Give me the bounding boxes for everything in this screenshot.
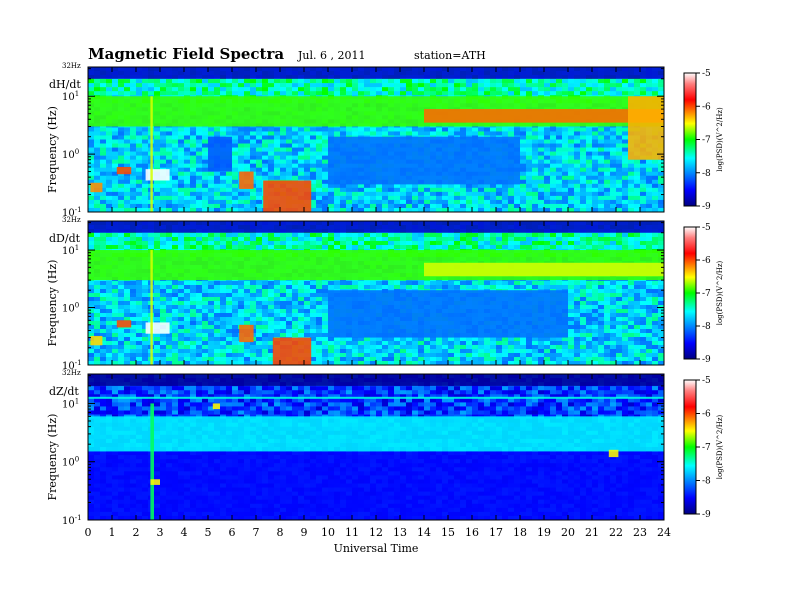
colorbar-tick-label: -8 [702,322,711,332]
top-frequency-label: 32Hz [62,369,81,377]
spectral-feature [328,290,568,338]
y-tick-label: 10-1 [62,514,82,527]
spectral-feature [424,262,664,277]
spectral-feature [239,171,254,189]
x-tick-label: 8 [277,526,284,539]
x-tick-label: 18 [513,526,527,539]
spectral-feature [88,67,664,79]
spectral-feature [145,169,170,181]
spectral-feature [88,396,664,399]
x-tick-label: 10 [321,526,335,539]
colorbar-tick-label: -7 [702,289,711,299]
y-tick-label: 101 [62,244,79,257]
x-tick-label: 1 [109,526,116,539]
x-tick-label: 7 [253,526,260,539]
y-axis-label: Frequency (Hz) [46,414,59,501]
colorbar-tick-label: -5 [702,69,711,79]
spectral-feature [150,479,160,485]
spectral-feature [88,221,664,233]
colorbar-tick-label: -6 [702,256,711,266]
x-tick-label: 20 [561,526,575,539]
spectral-feature [88,451,664,520]
figure-title: Magnetic Field Spectra [88,45,284,63]
spectral-feature [424,109,664,123]
component-label: dZ/dt [49,385,79,398]
component-label: dH/dt [49,78,81,91]
date-label: Jul. 6 , 2011 [297,49,366,62]
spectral-feature [212,403,220,410]
spectral-feature [88,416,664,452]
x-tick-label: 6 [229,526,236,539]
spectral-feature [145,322,170,334]
x-tick-label: 24 [657,526,671,539]
spectral-feature [116,166,132,175]
x-axis-label: Universal Time [334,542,419,555]
spectral-feature [328,136,520,185]
spectral-feature [116,320,132,328]
y-axis-label: Frequency (Hz) [46,106,59,193]
colorbar [683,379,697,515]
top-frequency-label: 32Hz [62,216,81,224]
spectral-feature [90,182,103,193]
component-label: dD/dt [49,232,81,245]
spectral-feature [628,96,664,160]
spectral-feature [150,403,154,520]
colorbar-tick-label: -7 [702,136,711,146]
x-tick-label: 14 [417,526,431,539]
spectral-feature [88,374,664,386]
x-tick-label: 15 [441,526,455,539]
spectral-feature [150,250,153,365]
colorbar-tick-label: -6 [702,410,711,420]
station-label: station=ATH [414,49,486,62]
colorbar-tick-label: -6 [702,102,711,112]
colorbar [683,226,697,360]
x-tick-label: 21 [585,526,599,539]
x-tick-label: 3 [157,526,164,539]
x-tick-label: 23 [633,526,647,539]
x-tick-label: 22 [609,526,623,539]
spectral-feature [608,449,619,458]
colorbar [683,72,697,207]
x-tick-label: 2 [133,526,140,539]
x-tick-label: 19 [537,526,551,539]
spectral-feature [90,335,103,346]
x-tick-label: 4 [181,526,188,539]
spectral-feature [239,324,254,343]
spectral-feature [150,96,153,212]
x-tick-label: 12 [369,526,383,539]
x-tick-label: 0 [85,526,92,539]
colorbar-tick-label: -8 [702,477,711,487]
colorbar-tick-label: -5 [702,223,711,233]
colorbar-tick-label: -9 [702,355,711,365]
colorbar-tick-label: -9 [702,510,711,520]
y-tick-label: 100 [62,302,79,315]
colorbar-tick-label: -5 [702,376,711,386]
spectral-feature [263,180,312,212]
spectral-feature [272,337,312,365]
y-tick-label: 100 [62,456,79,469]
y-tick-label: 100 [62,148,79,161]
x-tick-label: 17 [489,526,503,539]
x-tick-label: 16 [465,526,479,539]
colorbar-tick-label: -7 [702,443,711,453]
x-tick-label: 5 [205,526,212,539]
y-tick-label: 101 [62,90,79,103]
colorbar-tick-label: -9 [702,202,711,212]
y-axis-label: Frequency (Hz) [46,260,59,347]
colorbar-label: log(PSD)(V^2/Hz) [716,107,724,172]
x-tick-label: 13 [393,526,407,539]
y-tick-label: 101 [62,397,79,410]
colorbar-tick-label: -8 [702,169,711,179]
top-frequency-label: 32Hz [62,62,81,70]
colorbar-label: log(PSD)(V^2/Hz) [716,414,724,479]
x-tick-label: 9 [301,526,308,539]
spectral-feature [208,136,232,172]
colorbar-label: log(PSD)(V^2/Hz) [716,260,724,325]
x-tick-label: 11 [345,526,359,539]
